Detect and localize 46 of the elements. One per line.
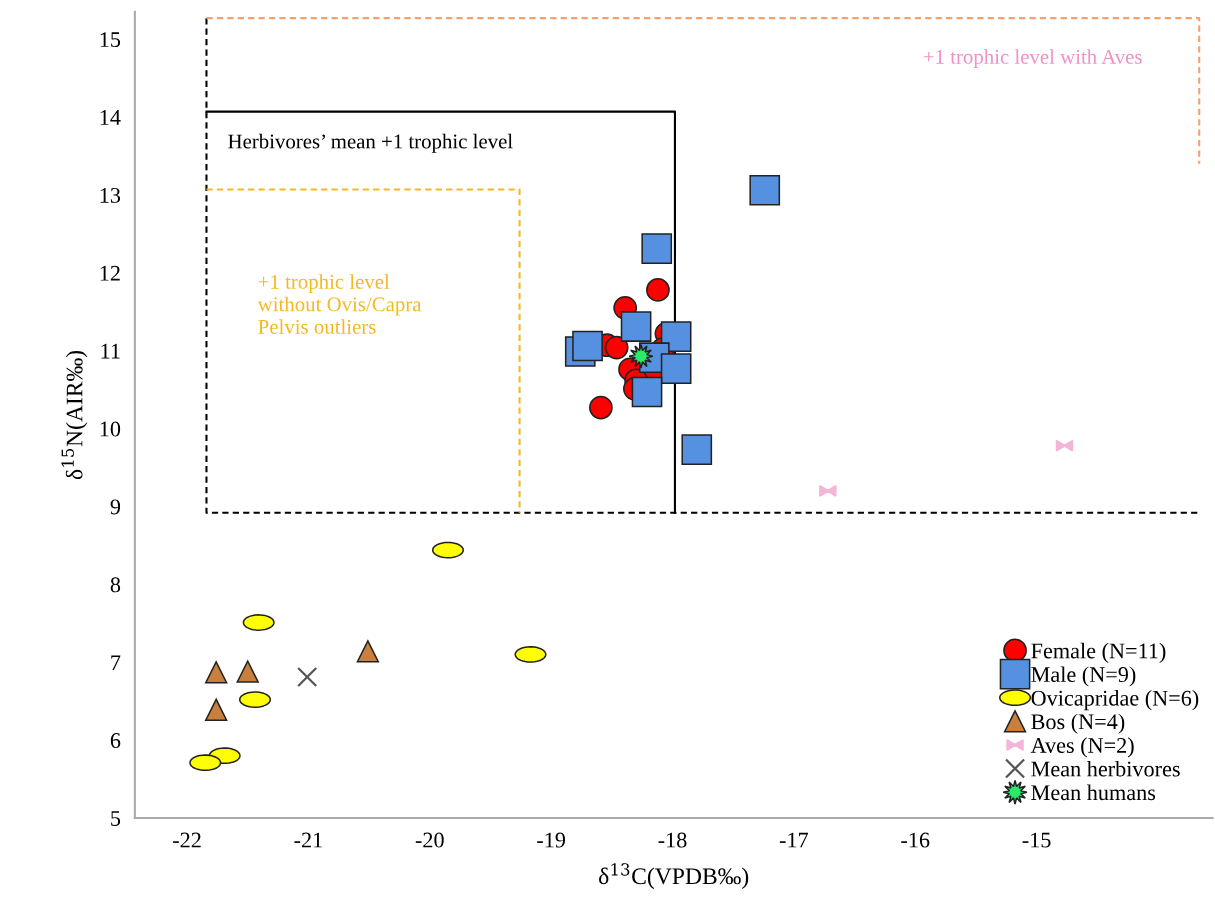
annotation: +1 trophic level with Aves [923,49,1142,69]
y-tick-label: 8 [110,577,121,593]
point [356,640,380,663]
point [660,353,692,384]
point [204,661,228,684]
x-tick-label: -19 [537,832,566,848]
point [749,174,781,206]
y-tick-label: 7 [111,655,121,670]
legend-label: Female (N=11) [1031,642,1166,663]
point [641,233,673,265]
point [572,330,603,362]
point [681,434,713,465]
point [604,335,629,360]
legend-label: Ovicapridae (N=6) [1031,690,1199,711]
annotation: +1 trophic level without Ovis/Capra Pelvis outliers [257,274,422,334]
x-axis-title: δ$^{13}$C(VPDB‰) [599,863,749,890]
point [620,311,652,342]
legend-label: Mean herbivores [1031,760,1180,777]
x-tick-label: -15 [1022,832,1051,848]
legend-label: Bos (N=4) [1031,713,1125,734]
y-axis-title: δ$^{15}$N(AIR‰) [61,351,88,480]
y-tick-label: 15 [100,32,121,48]
x-tick-label: -20 [415,832,444,848]
y-tick-label: 5 [111,811,121,826]
y-tick-label: 13 [100,187,121,203]
y-tick-label: 14 [100,110,121,125]
x-tick-label: -16 [901,832,930,848]
x-tick-label: -21 [294,832,322,848]
x-tick-label: -22 [173,832,201,848]
legend-label: Aves (N=2) [1030,737,1134,758]
annotation: Herbivores’ mean +1 trophic level [228,133,513,153]
legend-label: Male (N=9) [1031,666,1136,687]
y-tick-label: 10 [100,421,121,437]
point [589,395,613,420]
y-tick-label: 11 [101,343,120,359]
y-tick-label: 9 [110,499,121,515]
point [631,376,663,408]
point [297,666,318,688]
x-tick-label: -17 [779,832,809,848]
y-tick-label: 12 [100,265,120,281]
point [646,278,670,302]
y-tick-label: 6 [110,733,121,749]
legend-label: Mean humans [1031,784,1156,801]
point [204,698,228,721]
x-tick-label: -18 [658,832,687,848]
point [236,660,259,683]
